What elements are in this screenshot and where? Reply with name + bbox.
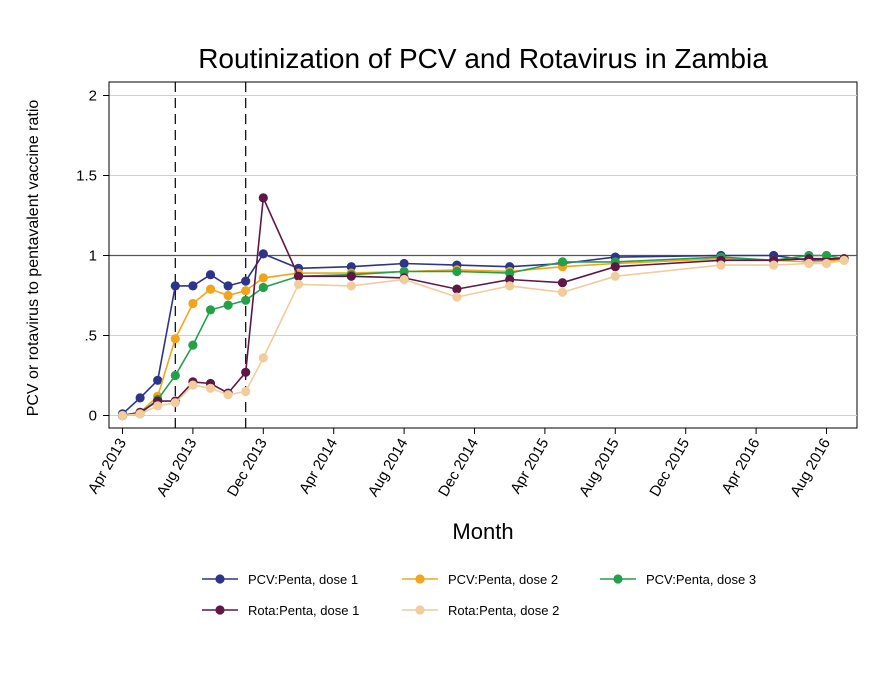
data-point (716, 260, 726, 270)
data-point (205, 305, 216, 315)
data-point (557, 257, 568, 267)
data-point (223, 281, 233, 291)
data-point (170, 281, 180, 291)
data-point (205, 270, 216, 280)
data-point (346, 281, 356, 291)
axes: 0 .5 1 1.5 2 Apr 2013 Aug 2013 Dec 2013 Apr 2014… (76, 82, 857, 500)
data-point (188, 340, 198, 350)
data-point (399, 266, 409, 277)
data-point (804, 258, 814, 269)
legend-item: Rota:Penta, dose 2 (402, 603, 559, 618)
legend-marker (415, 574, 425, 584)
series-line (122, 257, 845, 417)
y-tick-label: .5 (84, 328, 97, 345)
legend-label: Rota:Penta, dose 2 (448, 603, 559, 618)
legend-label: PCV:Penta, dose 2 (448, 572, 558, 587)
legend-item: PCV:Penta, dose 2 (402, 572, 558, 587)
data-point (223, 390, 233, 400)
data-point (610, 271, 620, 281)
legend-marker (215, 605, 225, 615)
legend-label: Rota:Penta, dose 1 (248, 603, 359, 618)
data-point (188, 281, 198, 291)
x-tick-label: Apr 2014 (296, 436, 341, 497)
data-point (258, 353, 268, 363)
legend-label: PCV:Penta, dose 3 (646, 572, 756, 587)
data-point (346, 262, 356, 272)
data-point (170, 334, 180, 344)
data-point (839, 255, 849, 265)
data-point (241, 286, 251, 296)
y-tick-label: 2 (89, 88, 97, 105)
data-point (135, 393, 145, 403)
data-point (821, 258, 832, 269)
y-axis-label: PCV or rotavirus to pentavalent vaccine … (25, 100, 42, 417)
data-point (153, 401, 163, 411)
legend-marker (215, 574, 225, 584)
x-tick-label: Apr 2015 (507, 436, 552, 497)
x-axis-label: Month (452, 519, 513, 544)
y-tick-label: 0 (89, 408, 97, 425)
x-tick-label: Dec 2014 (435, 436, 482, 500)
legend-label: PCV:Penta, dose 1 (248, 572, 358, 587)
data-point (205, 284, 216, 294)
data-point (346, 271, 356, 281)
data-point (769, 260, 779, 270)
data-point (258, 282, 268, 293)
legend-item: Rota:Penta, dose 1 (202, 603, 359, 618)
legend-item: PCV:Penta, dose 1 (202, 572, 358, 587)
data-point (188, 380, 198, 390)
legend-item: PCV:Penta, dose 3 (600, 572, 756, 587)
x-tick-label: Aug 2016 (787, 436, 834, 500)
x-tick-label: Aug 2014 (365, 436, 412, 500)
data-point (241, 386, 251, 397)
data-point (223, 300, 233, 310)
x-tick-label: Apr 2016 (718, 436, 763, 497)
data-point (135, 409, 145, 419)
x-tick-label: Dec 2015 (646, 436, 693, 500)
data-point (241, 276, 251, 286)
series-lines (117, 193, 849, 421)
data-point (170, 398, 180, 408)
data-point (452, 266, 462, 277)
data-point (258, 193, 268, 203)
data-point (505, 268, 515, 278)
data-point (399, 258, 409, 269)
data-point (505, 281, 515, 291)
data-point (821, 250, 832, 261)
x-tick-label: Aug 2015 (576, 436, 623, 500)
data-point (399, 274, 409, 285)
data-point (241, 367, 251, 377)
y-tick-label: 1 (89, 248, 97, 265)
x-tick-label: Dec 2013 (224, 436, 271, 500)
data-point (293, 279, 304, 289)
data-point (205, 383, 216, 393)
data-point (258, 273, 268, 283)
data-point (505, 274, 515, 285)
data-point (153, 375, 163, 385)
data-point (452, 284, 462, 294)
legend-marker (613, 574, 623, 584)
data-point (170, 370, 180, 381)
data-point (557, 287, 568, 297)
legend: PCV:Penta, dose 1 PCV:Penta, dose 2 PCV:Pe… (202, 572, 756, 618)
data-point (293, 271, 304, 281)
chart-title: Routinization of PCV and Rotavirus in Za… (198, 43, 768, 74)
data-point (452, 292, 462, 302)
legend-marker (415, 605, 425, 615)
data-point (241, 295, 251, 305)
data-point (188, 298, 198, 309)
data-point (557, 278, 568, 288)
data-point (223, 290, 233, 301)
data-point (258, 249, 268, 259)
y-tick-label: 1.5 (76, 168, 97, 185)
x-tick-label: Apr 2013 (85, 436, 130, 497)
x-tick-label: Aug 2013 (154, 436, 201, 500)
data-point (117, 410, 128, 421)
data-point (610, 262, 620, 272)
series-5 (117, 255, 849, 421)
